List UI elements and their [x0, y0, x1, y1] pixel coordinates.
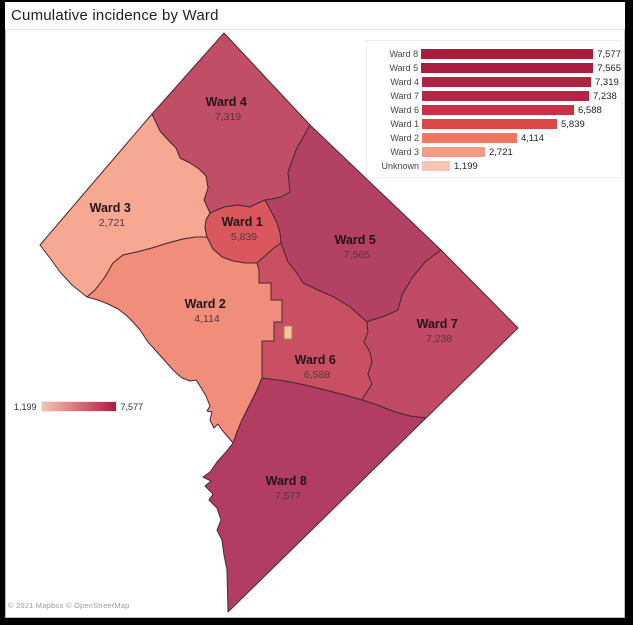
gradient-min-label: 1,199	[14, 401, 37, 412]
ward7-name: Ward 7	[417, 317, 458, 331]
bar-legend-rows: Ward 8 7,577 Ward 5 7,565 Ward 4 7,319 Ward 7 7…	[371, 47, 621, 173]
ward7-label: Ward 7 7,238	[417, 317, 462, 345]
legend-bar-row: Ward 1 5,839	[371, 117, 621, 131]
ward6-label: Ward 6 6,588	[295, 353, 340, 381]
legend-bar-label: Ward 6	[390, 105, 419, 115]
legend-bar-value: 7,565	[597, 62, 621, 74]
ward7-value: 7,238	[426, 333, 452, 345]
legend-bar-label: Ward 1	[390, 119, 419, 129]
legend-bar[interactable]	[422, 133, 517, 143]
legend-bar-row: Ward 3 2,721	[371, 145, 621, 159]
ward5-name: Ward 5	[335, 233, 376, 247]
legend-bar-row: Ward 6 6,588	[371, 103, 621, 117]
legend-bar-value: 7,319	[595, 76, 619, 88]
legend-bar-label: Ward 4	[390, 77, 419, 87]
map-attribution: © 2021 Mapbox © OpenStreetMap	[8, 601, 130, 610]
legend-bar-label: Unknown	[381, 161, 419, 171]
legend-bar[interactable]	[421, 63, 594, 73]
legend-bar-label: Ward 8	[389, 49, 419, 59]
ward5-label: Ward 5 7,565	[335, 233, 380, 261]
legend-bar-value: 4,114	[521, 132, 545, 144]
ward6-name: Ward 6	[295, 353, 336, 367]
ward4-value: 7,319	[215, 111, 241, 123]
legend-bar[interactable]	[422, 91, 589, 101]
ward2-value: 4,114	[194, 313, 220, 325]
legend-bar-label: Ward 7	[390, 91, 419, 101]
legend-bar-value: 5,839	[561, 118, 585, 130]
ward2-label: Ward 2 4,114	[185, 297, 230, 325]
ward8-value: 7,577	[275, 490, 301, 502]
legend-bar-row: Unknown 1,199	[371, 159, 621, 173]
legend-bar-value: 2,721	[489, 146, 513, 158]
ward3-name: Ward 3	[90, 201, 131, 215]
ward8-label: Ward 8 7,577	[266, 474, 311, 502]
legend-bar-row: Ward 7 7,238	[371, 89, 621, 103]
legend-bar-row: Ward 4 7,319	[371, 75, 621, 89]
legend-bar-row: Ward 5 7,565	[371, 61, 622, 75]
gradient-max-label: 7,577	[120, 401, 144, 412]
legend-bar[interactable]	[422, 147, 485, 157]
ward5-value: 7,565	[344, 249, 370, 261]
legend-bar-label: Ward 3	[390, 147, 419, 157]
gradient-bar[interactable]	[40, 401, 117, 412]
ward1-label: Ward 1 5,839	[222, 215, 267, 243]
legend-bar-label: Ward 2	[390, 133, 419, 143]
ward1-value: 5,839	[231, 231, 257, 243]
legend-bar-value: 7,238	[593, 90, 617, 102]
legend-bar[interactable]	[422, 119, 557, 129]
ward3-value: 2,721	[99, 217, 125, 229]
ward1-name: Ward 1	[222, 215, 263, 229]
legend-bar-label: Ward 5	[389, 63, 419, 73]
bar-legend: Ward 8 7,577 Ward 5 7,565 Ward 4 7,319 Ward 7 7…	[366, 40, 622, 178]
ward4-label: Ward 4 7,319	[206, 95, 251, 123]
legend-bar[interactable]	[421, 49, 594, 59]
ward2-name: Ward 2	[185, 297, 226, 311]
ward8-name: Ward 8	[266, 474, 307, 488]
ward6-value: 6,588	[304, 369, 330, 381]
ward3-label: Ward 3 2,721	[90, 201, 135, 229]
ward8-region[interactable]	[202, 377, 427, 613]
page-title: Cumulative incidence by Ward	[11, 7, 219, 24]
title-bar: Cumulative incidence by Ward	[5, 2, 625, 30]
legend-bar-row: Ward 8 7,577	[371, 47, 622, 61]
legend-bar-row: Ward 2 4,114	[371, 131, 621, 145]
gradient-legend: 1,199 7,577	[14, 401, 143, 412]
ward4-name: Ward 4	[206, 95, 247, 109]
legend-bar[interactable]	[422, 77, 591, 87]
capitol-marker	[283, 325, 293, 340]
legend-bar-value: 1,199	[454, 160, 478, 172]
legend-bar[interactable]	[422, 105, 574, 115]
legend-bar-value: 7,577	[597, 48, 621, 60]
legend-bar-value: 6,588	[578, 104, 602, 116]
legend-bar[interactable]	[422, 161, 450, 171]
